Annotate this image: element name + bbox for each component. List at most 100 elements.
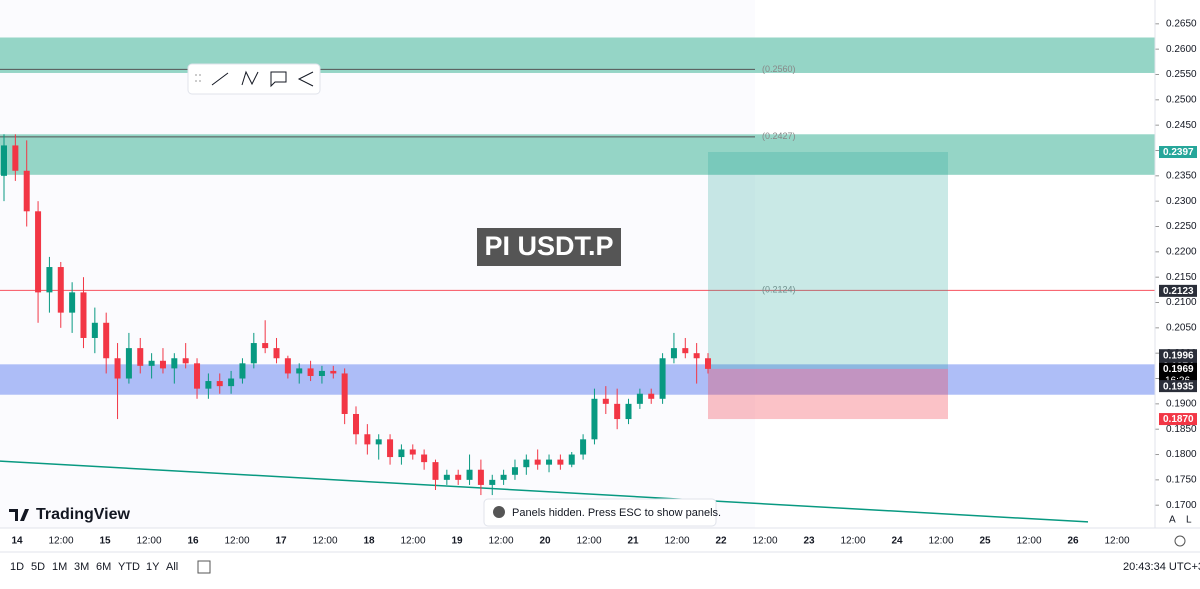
- price-tag: [1159, 380, 1197, 393]
- y-tick-label: 0.2100: [1166, 297, 1197, 308]
- price-tag: [1159, 349, 1197, 362]
- candle-body: [182, 358, 189, 364]
- drag-handle[interactable]: [195, 74, 201, 82]
- candle-body: [114, 358, 121, 379]
- candle-body: [80, 292, 87, 338]
- y-tick-label: 0.1850: [1166, 424, 1197, 435]
- drawing-toolbar: [187, 63, 321, 95]
- candle-body: [409, 449, 416, 455]
- y-tick-label: 0.2050: [1166, 322, 1197, 333]
- logo-mark: [9, 509, 29, 521]
- candle-body: [296, 368, 303, 374]
- price-tag: [1159, 413, 1197, 426]
- candle-body: [568, 454, 575, 465]
- y-tick-label: 0.2350: [1166, 170, 1197, 181]
- candle-body: [273, 348, 280, 359]
- candle-body: [602, 398, 609, 404]
- logo: TradingView: [9, 506, 131, 523]
- x-tick-label: 12:00: [664, 536, 689, 547]
- line-tool[interactable]: [211, 72, 229, 86]
- y-tick-label: 0.1700: [1166, 500, 1197, 511]
- candle-body: [159, 360, 166, 369]
- x-tick-label: 12:00: [752, 536, 777, 547]
- zone: [0, 37, 1155, 73]
- candle-body: [693, 353, 700, 359]
- candle-body: [318, 370, 325, 376]
- chart-bg: [0, 0, 755, 528]
- scale-mode[interactable]: L: [1186, 515, 1192, 526]
- candle-body: [670, 348, 677, 359]
- pattern-tool[interactable]: [241, 70, 259, 86]
- calendar-icon[interactable]: [197, 560, 211, 574]
- stop-area: [708, 368, 948, 420]
- range-button[interactable]: 1D: [10, 561, 24, 573]
- candle-body: [659, 358, 666, 399]
- y-tick-label: 0.1800: [1166, 449, 1197, 460]
- candle-body: [35, 211, 42, 293]
- x-tick-label: 16: [187, 536, 199, 547]
- x-tick-label: 12:00: [576, 536, 601, 547]
- candle-body: [580, 439, 587, 455]
- candle-body: [262, 343, 269, 349]
- x-tick-label: 12:00: [312, 536, 337, 547]
- note-tool[interactable]: [270, 71, 287, 88]
- candle-body: [614, 403, 621, 420]
- candle-body: [284, 358, 291, 374]
- x-tick-label: 17: [275, 536, 287, 547]
- x-tick-label: 14: [11, 536, 23, 547]
- candle-body: [682, 348, 689, 354]
- level-label: (0.2124): [762, 285, 796, 295]
- x-tick-label: 26: [1067, 536, 1079, 547]
- y-tick-label: 0.2150: [1166, 272, 1197, 283]
- candle-body: [705, 358, 711, 369]
- candle-body: [125, 348, 132, 379]
- candle-body: [250, 343, 257, 364]
- x-tick-label: 12:00: [224, 536, 249, 547]
- x-tick-label: 20: [539, 536, 551, 547]
- range-button[interactable]: All: [166, 561, 178, 573]
- candle-body: [1, 145, 7, 176]
- price-tag: [1159, 284, 1197, 297]
- toast-text: Panels hidden. Press ESC to show panels.: [512, 507, 721, 519]
- candle-body: [477, 469, 484, 485]
- candle-body: [375, 439, 382, 445]
- candle-body: [91, 322, 98, 338]
- candle-body: [137, 348, 144, 366]
- candle-body: [341, 373, 348, 414]
- scale-mode[interactable]: A: [1169, 515, 1176, 526]
- range-button[interactable]: 6M: [96, 561, 111, 573]
- price-tag-label: 0.1996: [1163, 350, 1194, 361]
- x-tick-label: 25: [979, 536, 991, 547]
- candle-body: [557, 459, 564, 465]
- candle-body: [466, 469, 473, 480]
- toast: [483, 498, 717, 527]
- price-tag: [1159, 146, 1197, 159]
- y-tick-label: 0.1900: [1166, 398, 1197, 409]
- x-tick-label: 12:00: [928, 536, 953, 547]
- candle-body: [625, 403, 632, 420]
- range-button[interactable]: 1Y: [146, 561, 160, 573]
- candle-body: [648, 393, 655, 399]
- range-button[interactable]: 5D: [31, 561, 45, 573]
- price-tag-label: 0.2397: [1163, 147, 1194, 158]
- x-tick-label: 21: [627, 536, 639, 547]
- range-button[interactable]: 3M: [74, 561, 89, 573]
- price-tag-label: 0.1870: [1163, 414, 1194, 425]
- y-tick-label: 0.2600: [1166, 44, 1197, 55]
- x-tick-label: 24: [891, 536, 903, 547]
- x-tick-label: 19: [451, 536, 463, 547]
- candle-body: [421, 454, 428, 463]
- range-button[interactable]: 1M: [52, 561, 67, 573]
- info-icon: [493, 506, 505, 518]
- settings-icon[interactable]: [1174, 535, 1186, 547]
- price-tag-label: 0.1969: [1163, 364, 1194, 375]
- range-button[interactable]: YTD: [118, 561, 140, 573]
- y-tick-label: 0.2550: [1166, 69, 1197, 80]
- share-tool[interactable]: [297, 71, 314, 87]
- zone: [0, 134, 1155, 175]
- candle-body: [398, 449, 405, 458]
- candle-body: [432, 462, 439, 480]
- y-tick-label: 0.2300: [1166, 196, 1197, 207]
- zone: [0, 364, 1155, 395]
